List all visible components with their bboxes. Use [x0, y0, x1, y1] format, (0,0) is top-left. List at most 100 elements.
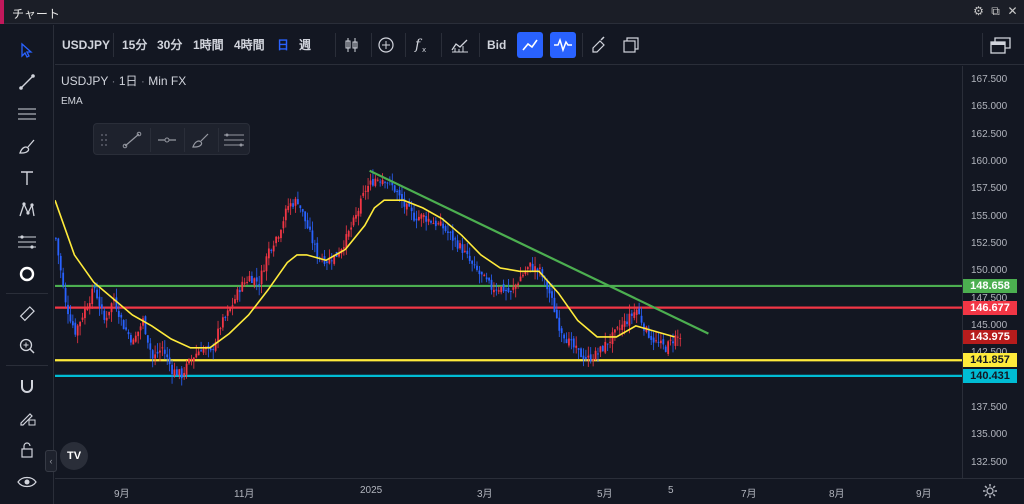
toolbar-separator	[113, 33, 114, 57]
candle-body	[238, 290, 241, 293]
layout-icon[interactable]	[618, 32, 644, 58]
candle-body	[330, 260, 333, 262]
candle-body	[466, 250, 469, 255]
candle-body	[103, 310, 106, 320]
candle-body	[621, 324, 624, 330]
candle-body	[130, 334, 132, 343]
candle-body	[432, 223, 435, 225]
candle-body	[231, 305, 234, 307]
candle-body	[413, 212, 415, 221]
candle-body	[505, 290, 507, 292]
interval-30m[interactable]: 30分	[157, 38, 183, 52]
candle-body	[59, 255, 62, 271]
symbol-button[interactable]: USDJPY	[62, 38, 111, 52]
multi-window-icon[interactable]	[988, 32, 1014, 58]
interval-15m[interactable]: 15分	[122, 38, 148, 52]
settings-icon[interactable]	[982, 483, 998, 499]
candle-body	[134, 335, 137, 342]
candle-body	[512, 287, 515, 290]
zoom-icon[interactable]	[14, 333, 40, 359]
price-source-button[interactable]: Bid	[487, 38, 507, 52]
candle-body	[253, 278, 256, 286]
trendline-icon[interactable]	[14, 69, 40, 95]
candle-body	[151, 350, 154, 359]
gear-icon[interactable]: ⚙	[973, 4, 984, 18]
calendar-icon[interactable]: 日	[277, 38, 290, 52]
candle-body	[166, 354, 169, 358]
candle-body	[96, 289, 98, 299]
add-compare-icon[interactable]	[373, 32, 399, 58]
brush-icon[interactable]	[14, 133, 40, 159]
sidebar-collapse-handle[interactable]: ‹	[45, 450, 57, 472]
candle-body	[425, 215, 428, 222]
candle-body	[553, 297, 556, 313]
magnet-icon[interactable]	[14, 373, 40, 399]
candle-body	[369, 180, 372, 185]
price-axis[interactable]: 167.500 165.000 162.500 160.000 157.500 155.0…	[962, 66, 1024, 478]
candle-body	[190, 358, 193, 361]
price-chart[interactable]	[55, 66, 962, 478]
close-icon[interactable]: ✕	[1007, 4, 1018, 18]
price-tick: 137.500	[971, 401, 1008, 413]
pattern-icon[interactable]	[14, 197, 40, 223]
candle-body	[507, 288, 510, 292]
candles-icon[interactable]	[339, 32, 365, 58]
interval-1h[interactable]: 1時間	[193, 38, 224, 52]
drag-handle-icon[interactable]	[94, 127, 114, 153]
candle-body	[669, 339, 672, 341]
candle-body	[449, 231, 452, 233]
interval-4h[interactable]: 4時間	[234, 38, 265, 52]
candle-body	[180, 368, 183, 379]
price-label: 148.658	[963, 278, 1017, 293]
legend-indicator[interactable]: EMA	[61, 96, 83, 107]
candle-body	[374, 178, 377, 186]
candle-body	[163, 349, 166, 354]
candle-body	[74, 322, 77, 335]
candle-body	[362, 192, 365, 196]
candle-body	[403, 198, 406, 207]
candle-body	[563, 334, 565, 339]
candle-body	[674, 335, 677, 346]
lock-icon[interactable]	[14, 437, 40, 463]
interval-week[interactable]: 週	[299, 38, 312, 52]
candle-body	[393, 185, 396, 192]
candle-body	[679, 338, 682, 340]
lock-pen-icon[interactable]	[14, 405, 40, 431]
cursor-icon[interactable]	[14, 37, 40, 63]
trendline-icon[interactable]	[118, 127, 146, 153]
tradingview-logo[interactable]: TV	[60, 442, 88, 470]
candle-body	[384, 181, 386, 183]
time-axis[interactable]: 9月 11月 2025 3月 5月 5 7月 8月 9月	[55, 478, 1024, 504]
candle-body	[173, 369, 176, 376]
measure-icon[interactable]	[14, 229, 40, 255]
line-tool-icon[interactable]	[517, 32, 543, 58]
chart-pane[interactable]: USDJPY · 1日 · Min FX EMA TV	[55, 66, 962, 478]
text-icon[interactable]	[14, 165, 40, 191]
templates-icon[interactable]	[447, 32, 473, 58]
brush-icon[interactable]	[586, 32, 612, 58]
candle-body	[149, 343, 152, 350]
candle-body	[531, 263, 534, 271]
replay-icon[interactable]	[550, 32, 576, 58]
candle-body	[159, 350, 161, 353]
candle-body	[386, 182, 389, 184]
popout-icon[interactable]: ⧉	[991, 4, 1000, 18]
fib-icon[interactable]	[220, 127, 248, 153]
candle-body	[105, 317, 108, 321]
candle-body	[485, 277, 488, 280]
brush-icon[interactable]	[187, 127, 215, 153]
candle-body	[539, 267, 541, 269]
candle-body	[137, 331, 140, 337]
circle-icon[interactable]	[14, 261, 40, 287]
ruler-icon[interactable]	[14, 301, 40, 327]
eye-icon[interactable]	[14, 469, 40, 495]
candle-body	[660, 340, 662, 344]
fib-icon[interactable]	[14, 101, 40, 127]
candle-body	[601, 345, 604, 352]
legend-symbol: USDJPY	[61, 74, 109, 88]
horizontal-line-icon[interactable]	[153, 127, 181, 153]
candle-body	[451, 230, 454, 241]
toolbar-separator	[405, 33, 406, 57]
price-tick: 145.000	[971, 319, 1008, 331]
